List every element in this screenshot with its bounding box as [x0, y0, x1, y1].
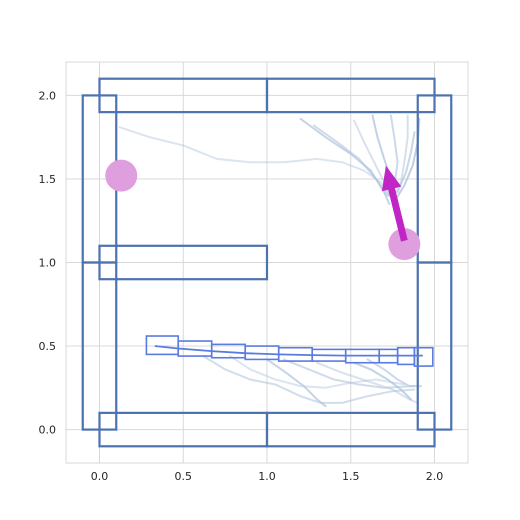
walls [81, 77, 453, 448]
x-tick-label-1-5: 1.5 [342, 470, 360, 483]
y-tick-label-1-5: 1.5 [39, 173, 57, 186]
y-tick-labels: 0.0 0.5 1.0 1.5 2.0 [39, 89, 57, 436]
trajectory-10 [229, 355, 406, 389]
heading-arrow-shape [381, 165, 408, 242]
trajectories [118, 114, 423, 408]
targets [105, 159, 421, 261]
trajectory-5 [389, 114, 399, 187]
x-tick-label-1-0: 1.0 [258, 470, 276, 483]
x-tick-labels: 0.0 0.5 1.0 1.5 2.0 [91, 470, 444, 483]
y-tick-label-0-5: 0.5 [39, 340, 57, 353]
robot-body [145, 335, 434, 367]
target-0 [105, 159, 138, 192]
trajectory-9 [202, 355, 416, 404]
trajectory-14 [353, 361, 412, 401]
trajectory-11 [266, 358, 327, 408]
trajectory-12 [282, 358, 416, 389]
y-tick-label-1-0: 1.0 [39, 257, 57, 270]
robot-spine [154, 345, 423, 357]
heading-arrow [381, 165, 408, 242]
x-tick-label-0-0: 0.0 [91, 470, 109, 483]
wall-8 [98, 244, 269, 281]
wall-7 [416, 94, 453, 264]
robot-segment-9 [413, 346, 434, 367]
x-tick-label-0-5: 0.5 [175, 470, 193, 483]
trajectory-15 [366, 358, 423, 388]
trajectory-0 [118, 126, 391, 197]
x-tick-label-2-0: 2.0 [426, 470, 444, 483]
target-1 [388, 228, 421, 261]
trajectory-8 [396, 131, 416, 194]
y-tick-label-0-0: 0.0 [39, 424, 57, 437]
trajectory-2 [312, 124, 389, 197]
y-tick-label-2-0: 2.0 [39, 89, 57, 102]
